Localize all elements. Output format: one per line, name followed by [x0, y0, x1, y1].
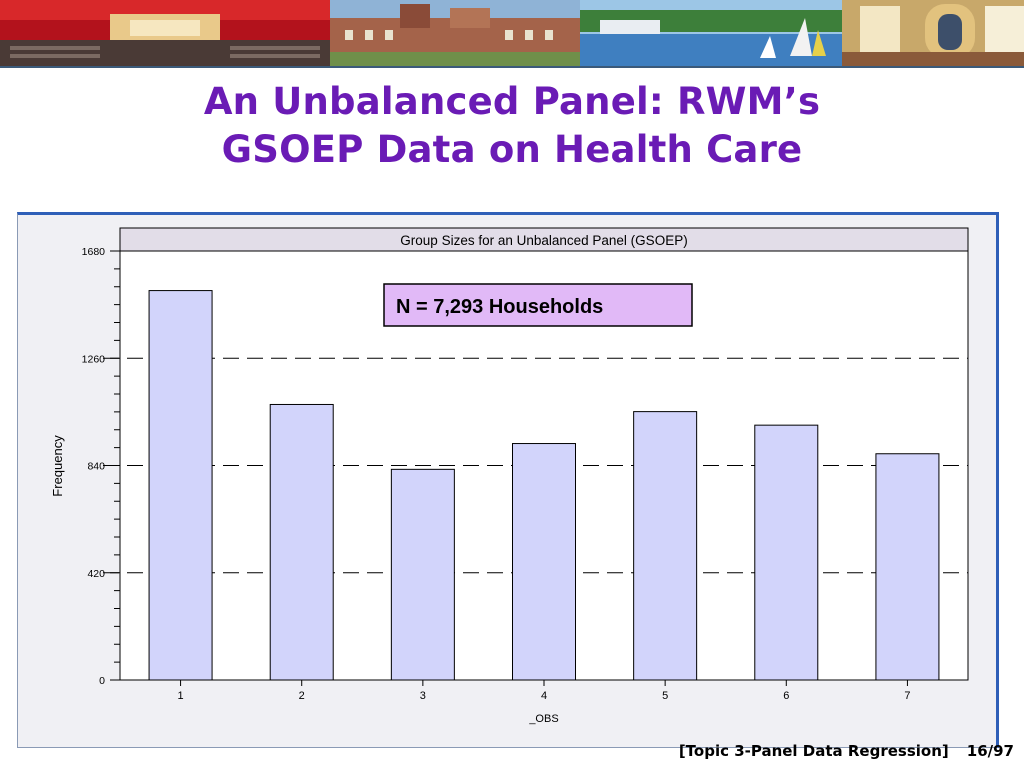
bar — [875, 453, 940, 681]
bar — [148, 290, 213, 681]
y-tick-label: 840 — [87, 461, 105, 473]
y-tick-label: 0 — [99, 675, 105, 687]
slide-title: An Unbalanced Panel: RWM’s GSOEP Data on… — [0, 78, 1024, 174]
x-axis: 1 2 3 4 5 6 7 — [178, 680, 910, 702]
x-tick-label: 5 — [662, 690, 668, 702]
bar — [754, 424, 819, 681]
bar — [390, 468, 455, 681]
y-tick-label: 1680 — [82, 246, 106, 258]
y-axis: 0 420 840 1260 1680 — [82, 246, 120, 687]
slide-title-line-2: GSOEP Data on Health Care — [221, 128, 803, 171]
bars — [148, 290, 940, 681]
x-tick-label: 6 — [783, 690, 789, 702]
header-banner — [0, 0, 1024, 68]
bar — [269, 403, 334, 681]
y-tick-label: 420 — [87, 568, 105, 580]
x-tick-label: 2 — [299, 690, 305, 702]
x-tick-label: 1 — [178, 690, 184, 702]
slide-footer: [Topic 3-Panel Data Regression] 16/97 — [661, 742, 1014, 760]
footer-topic: [Topic 3-Panel Data Regression] — [678, 742, 949, 760]
chart-panel: Group Sizes for an Unbalanced Panel (GSO… — [17, 212, 999, 748]
x-tick-label: 7 — [904, 690, 910, 702]
y-axis-label: Frequency — [50, 435, 65, 497]
y-tick-label: 1260 — [82, 353, 106, 365]
x-tick-label: 3 — [420, 690, 426, 702]
slide-title-line-1: An Unbalanced Panel: RWM’s — [203, 80, 821, 123]
x-tick-label: 4 — [541, 690, 547, 702]
bar — [633, 411, 698, 681]
footer-page-number: 16/97 — [966, 742, 1014, 760]
annotation-box — [383, 283, 693, 327]
bar — [512, 443, 576, 681]
x-axis-label: _OBS — [528, 713, 558, 725]
chart-title: Group Sizes for an Unbalanced Panel (GSO… — [400, 233, 687, 248]
bar-chart: Group Sizes for an Unbalanced Panel (GSO… — [50, 227, 969, 725]
banner-photo-strip — [0, 0, 1024, 66]
annotation-text: N = 7,293 Households — [396, 296, 603, 318]
